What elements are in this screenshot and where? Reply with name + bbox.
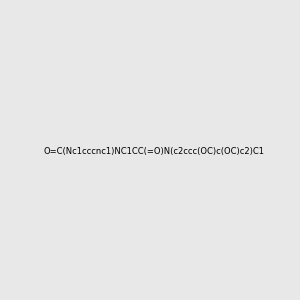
Text: O=C(Nc1cccnc1)NC1CC(=O)N(c2ccc(OC)c(OC)c2)C1: O=C(Nc1cccnc1)NC1CC(=O)N(c2ccc(OC)c(OC)c…	[43, 147, 264, 156]
